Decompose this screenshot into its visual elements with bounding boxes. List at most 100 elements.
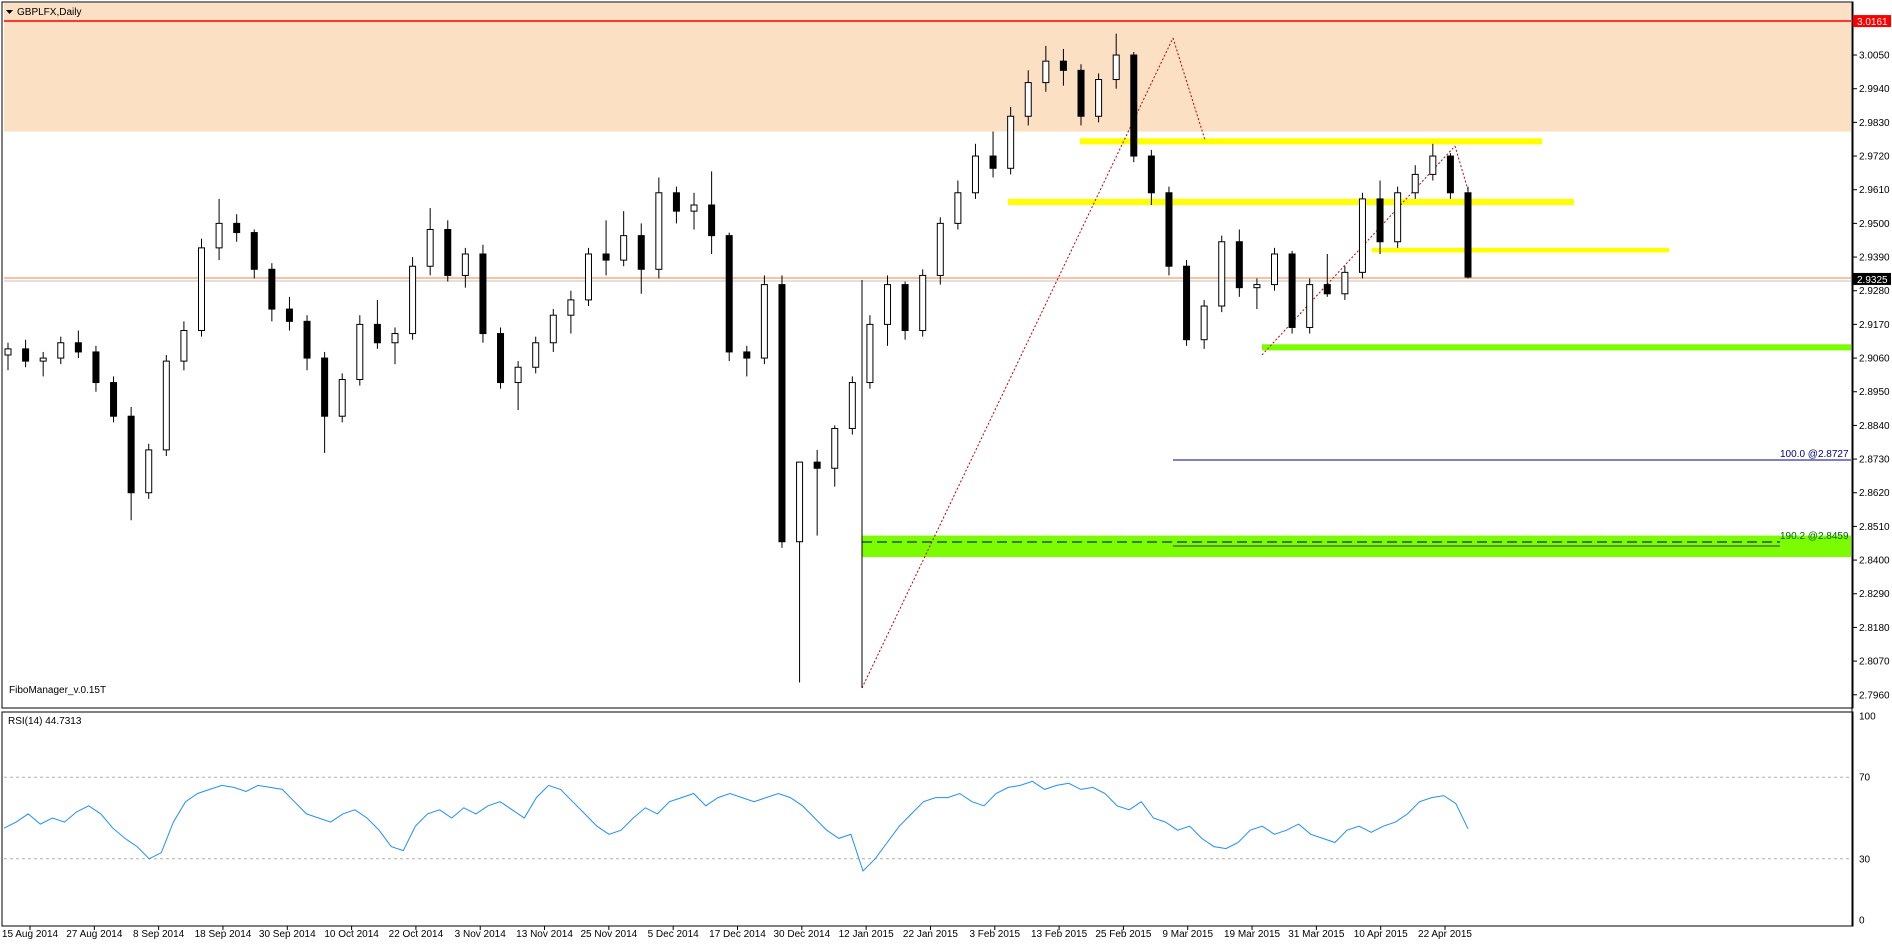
candle [197,238,205,337]
bull-candle-body [39,357,47,362]
candle [954,180,962,230]
candle [1200,299,1208,349]
bear-candle-body [110,382,118,417]
resistance-price-badge [1853,15,1891,28]
bull-candle-body [197,247,205,332]
date-tick-label: 15 Aug 2014 [2,929,59,940]
candle [1165,186,1173,276]
candle [989,131,997,178]
bear-candle-body [672,192,680,212]
candle [1411,165,1419,199]
bull-candle-body [884,284,892,325]
rsi-pane-border [1,711,1854,927]
price-tick-label: 2.9720 [1859,152,1890,163]
price-tick-label: 2.9830 [1859,118,1890,129]
bear-candle-body [92,351,100,384]
candle [1235,229,1243,297]
candle [321,351,329,453]
current-price-badge [1853,272,1891,285]
candle [549,309,557,352]
date-tick-label: 22 Jan 2015 [903,929,958,940]
collapse-triangle-icon[interactable] [6,10,13,14]
date-tick-label: 31 Mar 2015 [1288,929,1345,940]
candle [461,247,469,288]
bear-candle-body [74,342,82,353]
price-tick-label: 2.8730 [1859,455,1890,466]
date-tick-label: 25 Feb 2015 [1095,929,1152,940]
candle [1253,278,1261,310]
date-tick-label: 9 Mar 2015 [1162,929,1213,940]
candle [22,339,30,368]
bear-candle-body [743,351,751,359]
candle [514,361,522,411]
bull-candle-body [936,222,944,276]
candle [373,299,381,349]
price-tick-label: 2.9170 [1859,320,1890,331]
candle [1112,33,1120,89]
candle [672,186,680,224]
bull-candle-body [1253,284,1261,289]
bear-candle-body [602,253,610,261]
bear-candle-body [303,320,311,359]
bull-candle-body [919,274,927,332]
candle [1358,192,1366,279]
candle [303,315,311,371]
bear-candle-body [321,357,329,417]
bear-candle-body [233,222,241,234]
bull-candle-body [461,253,469,276]
date-tick-label: 27 Aug 2014 [66,929,123,940]
candle [1147,149,1155,206]
candle [74,330,82,359]
bull-candle-body [971,155,979,194]
date-tick-label: 19 Mar 2015 [1224,929,1281,940]
bull-candle-body [1271,253,1279,286]
bear-candle-body [725,235,733,353]
candle [690,192,698,230]
supply-zone [4,3,1851,132]
bull-candle-body [760,284,768,359]
price-tick-label: 2.8180 [1859,623,1890,634]
candle [1183,260,1191,346]
indicator-label: FiboManager_v.0.15T [9,685,106,696]
candle [1024,70,1032,126]
bull-candle-body [1411,173,1419,194]
candle [391,327,399,365]
candle [637,223,645,294]
date-tick-label: 30 Dec 2014 [773,929,830,940]
candle [567,290,575,334]
bear-candle-body [1147,155,1155,194]
bull-candle-body [796,461,804,543]
candle [1306,278,1314,334]
candle [426,208,434,276]
bear-candle-body [1059,60,1067,71]
date-tick-label: 22 Oct 2014 [389,929,444,940]
date-tick-label: 3 Nov 2014 [455,929,507,940]
candle [620,211,628,267]
candle [971,143,979,199]
price-tick-label: 2.9390 [1859,253,1890,264]
date-tick-label: 17 Dec 2014 [709,929,766,940]
candle [1429,143,1437,181]
candle [497,327,505,389]
date-tick-label: 10 Apr 2015 [1354,929,1408,940]
price-tick-label: 2.9940 [1859,84,1890,95]
price-tick-label: 2.8840 [1859,421,1890,432]
bull-candle-body [655,192,663,270]
candle [532,336,540,374]
bear-candle-body [1165,192,1173,267]
fib-100-label: 100.0 @2.8727 [1780,449,1849,460]
date-tick-label: 13 Feb 2015 [1031,929,1088,940]
bull-candle-body [391,333,399,344]
bear-candle-body [373,323,381,344]
rsi-line [3,780,1469,872]
candle [1394,186,1402,248]
candle [1130,51,1138,163]
resistance-price-label: 3.0161 [1857,17,1888,28]
bear-candle-body [901,284,909,332]
candle [479,244,487,343]
candle [444,220,452,282]
candle [936,217,944,285]
candle [796,461,804,683]
